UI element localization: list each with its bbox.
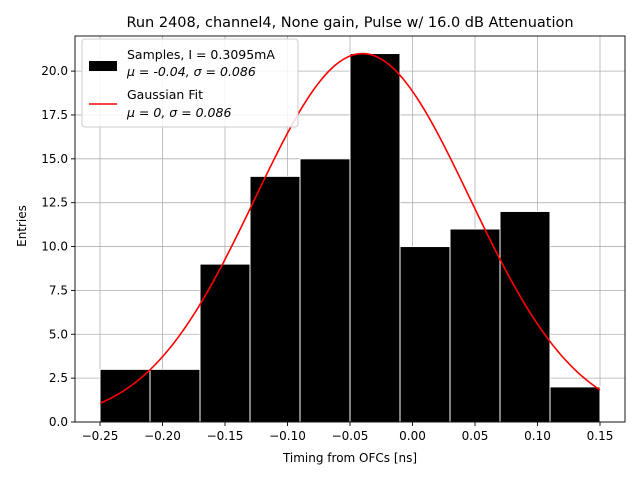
histogram-bar [349,53,401,423]
y-axis-label: Entries [15,205,29,247]
x-axis-label: Timing from OFCs [ns] [282,451,417,465]
x-tick-label: −0.10 [269,429,306,443]
x-axis-ticks: −0.25 −0.20 −0.15 −0.10 −0.05 0.00 0.05 0.10 0.1… [82,422,614,443]
histogram-bar [399,246,451,423]
y-tick-label: 17.5 [41,108,68,122]
gaussian-fit-curve [99,52,601,405]
x-tick-label: −0.05 [332,429,369,443]
y-tick-label: 10.0 [41,240,68,254]
x-tick-label: −0.25 [82,429,119,443]
legend-box [81,38,299,128]
histogram-bars [99,53,601,423]
x-tick-label: 0.10 [524,429,551,443]
y-tick-label: 12.5 [41,196,68,210]
histogram-bar [549,386,601,423]
y-tick-label: 5.0 [49,327,68,341]
legend-samples-stats: μ = -0.04, σ = 0.086 [126,64,256,79]
legend-samples-label: Samples, I = 0.3095mA [127,47,275,62]
histogram-bar [499,210,551,423]
chart-title: Run 2408, channel4, None gain, Pulse w/ … [126,15,573,31]
histogram-bar [249,175,301,423]
legend-samples-swatch [89,61,117,71]
histogram-bar [449,228,501,423]
y-tick-label: 2.5 [49,371,68,385]
x-tick-label: −0.15 [207,429,244,443]
x-tick-label: 0.15 [587,429,614,443]
x-tick-label: 0.00 [399,429,426,443]
legend-fit-stats: μ = 0, σ = 0.086 [126,105,231,120]
histogram-bar [149,368,201,423]
histogram-bar [299,158,351,423]
legend-fit-label: Gaussian Fit [127,87,203,102]
y-axis-ticks: 0.0 2.5 5.0 7.5 10.0 12.5 15.0 17.5 20.0 [41,64,75,429]
y-tick-label: 0.0 [49,415,68,429]
histogram-bar [199,263,251,423]
legend: Samples, I = 0.3095mA μ = -0.04, σ = 0.0… [81,38,299,128]
y-tick-label: 20.0 [41,64,68,78]
y-tick-label: 15.0 [41,152,68,166]
y-tick-label: 7.5 [49,283,68,297]
x-tick-label: 0.05 [462,429,489,443]
x-tick-label: −0.20 [144,429,181,443]
